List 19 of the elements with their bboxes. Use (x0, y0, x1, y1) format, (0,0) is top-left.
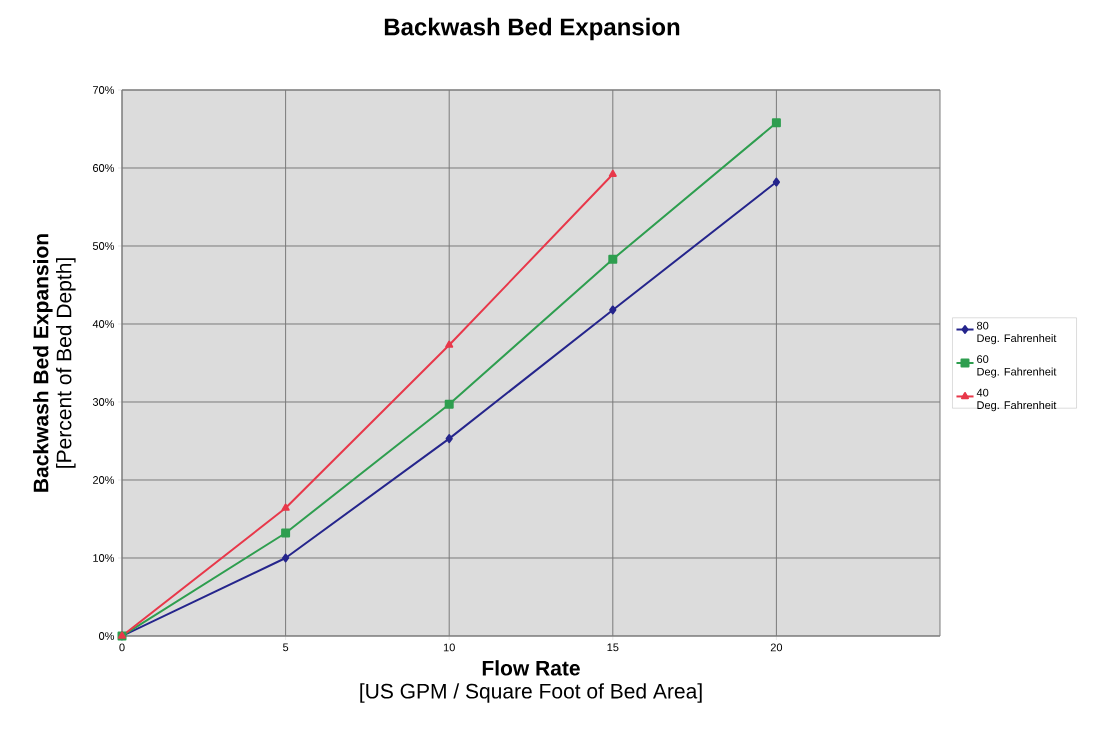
y-tick-label: 40% (92, 320, 115, 328)
legend-label: 80 Deg. Fahrenheit (977, 321, 1057, 345)
y-tick-label: 30% (92, 398, 115, 406)
legend-label: 60 Deg. Fahrenheit (977, 355, 1057, 378)
y-tick-label: 10% (93, 554, 115, 562)
y-tick-label: 50% (92, 242, 115, 250)
y-tick-label: 70% (93, 86, 115, 94)
x-tick-label: 10 (443, 643, 455, 652)
chart-title: Backwash Bed Expansion (384, 17, 680, 41)
x-tick-label: 20 (770, 643, 783, 652)
x-axis-title: Flow Rate [US GPM / Square Foot of Bed Area] (360, 660, 702, 703)
y-axis-title: Backwash Bed Expansion [Percent of Bed Depth] (33, 234, 76, 492)
x-tick-label: 5 (282, 643, 289, 652)
y-tick-label: 0% (99, 632, 115, 640)
y-tick-label: 20% (93, 476, 115, 484)
legend-label: 40 Deg. Fahrenheit (976, 388, 1057, 412)
x-tick-label: 0 (119, 643, 125, 652)
y-tick-label: 60% (93, 164, 115, 172)
x-tick-label: 15 (607, 643, 619, 652)
